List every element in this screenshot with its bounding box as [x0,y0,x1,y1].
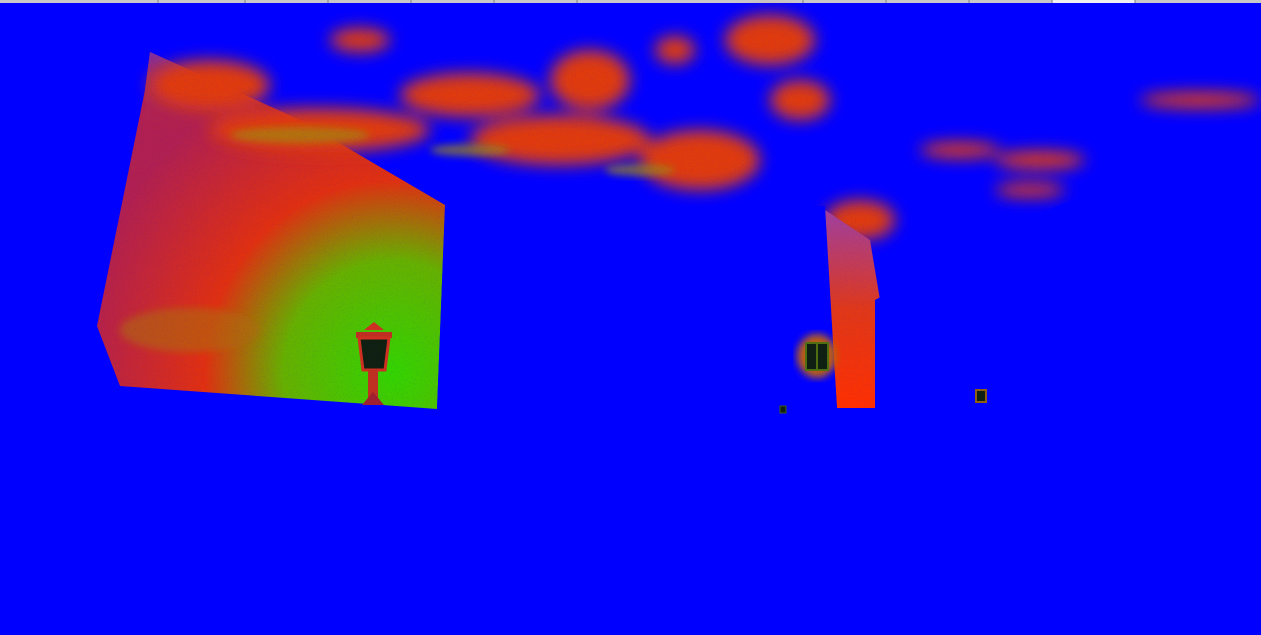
tab-strip [0,0,1261,3]
noise [0,3,1261,635]
